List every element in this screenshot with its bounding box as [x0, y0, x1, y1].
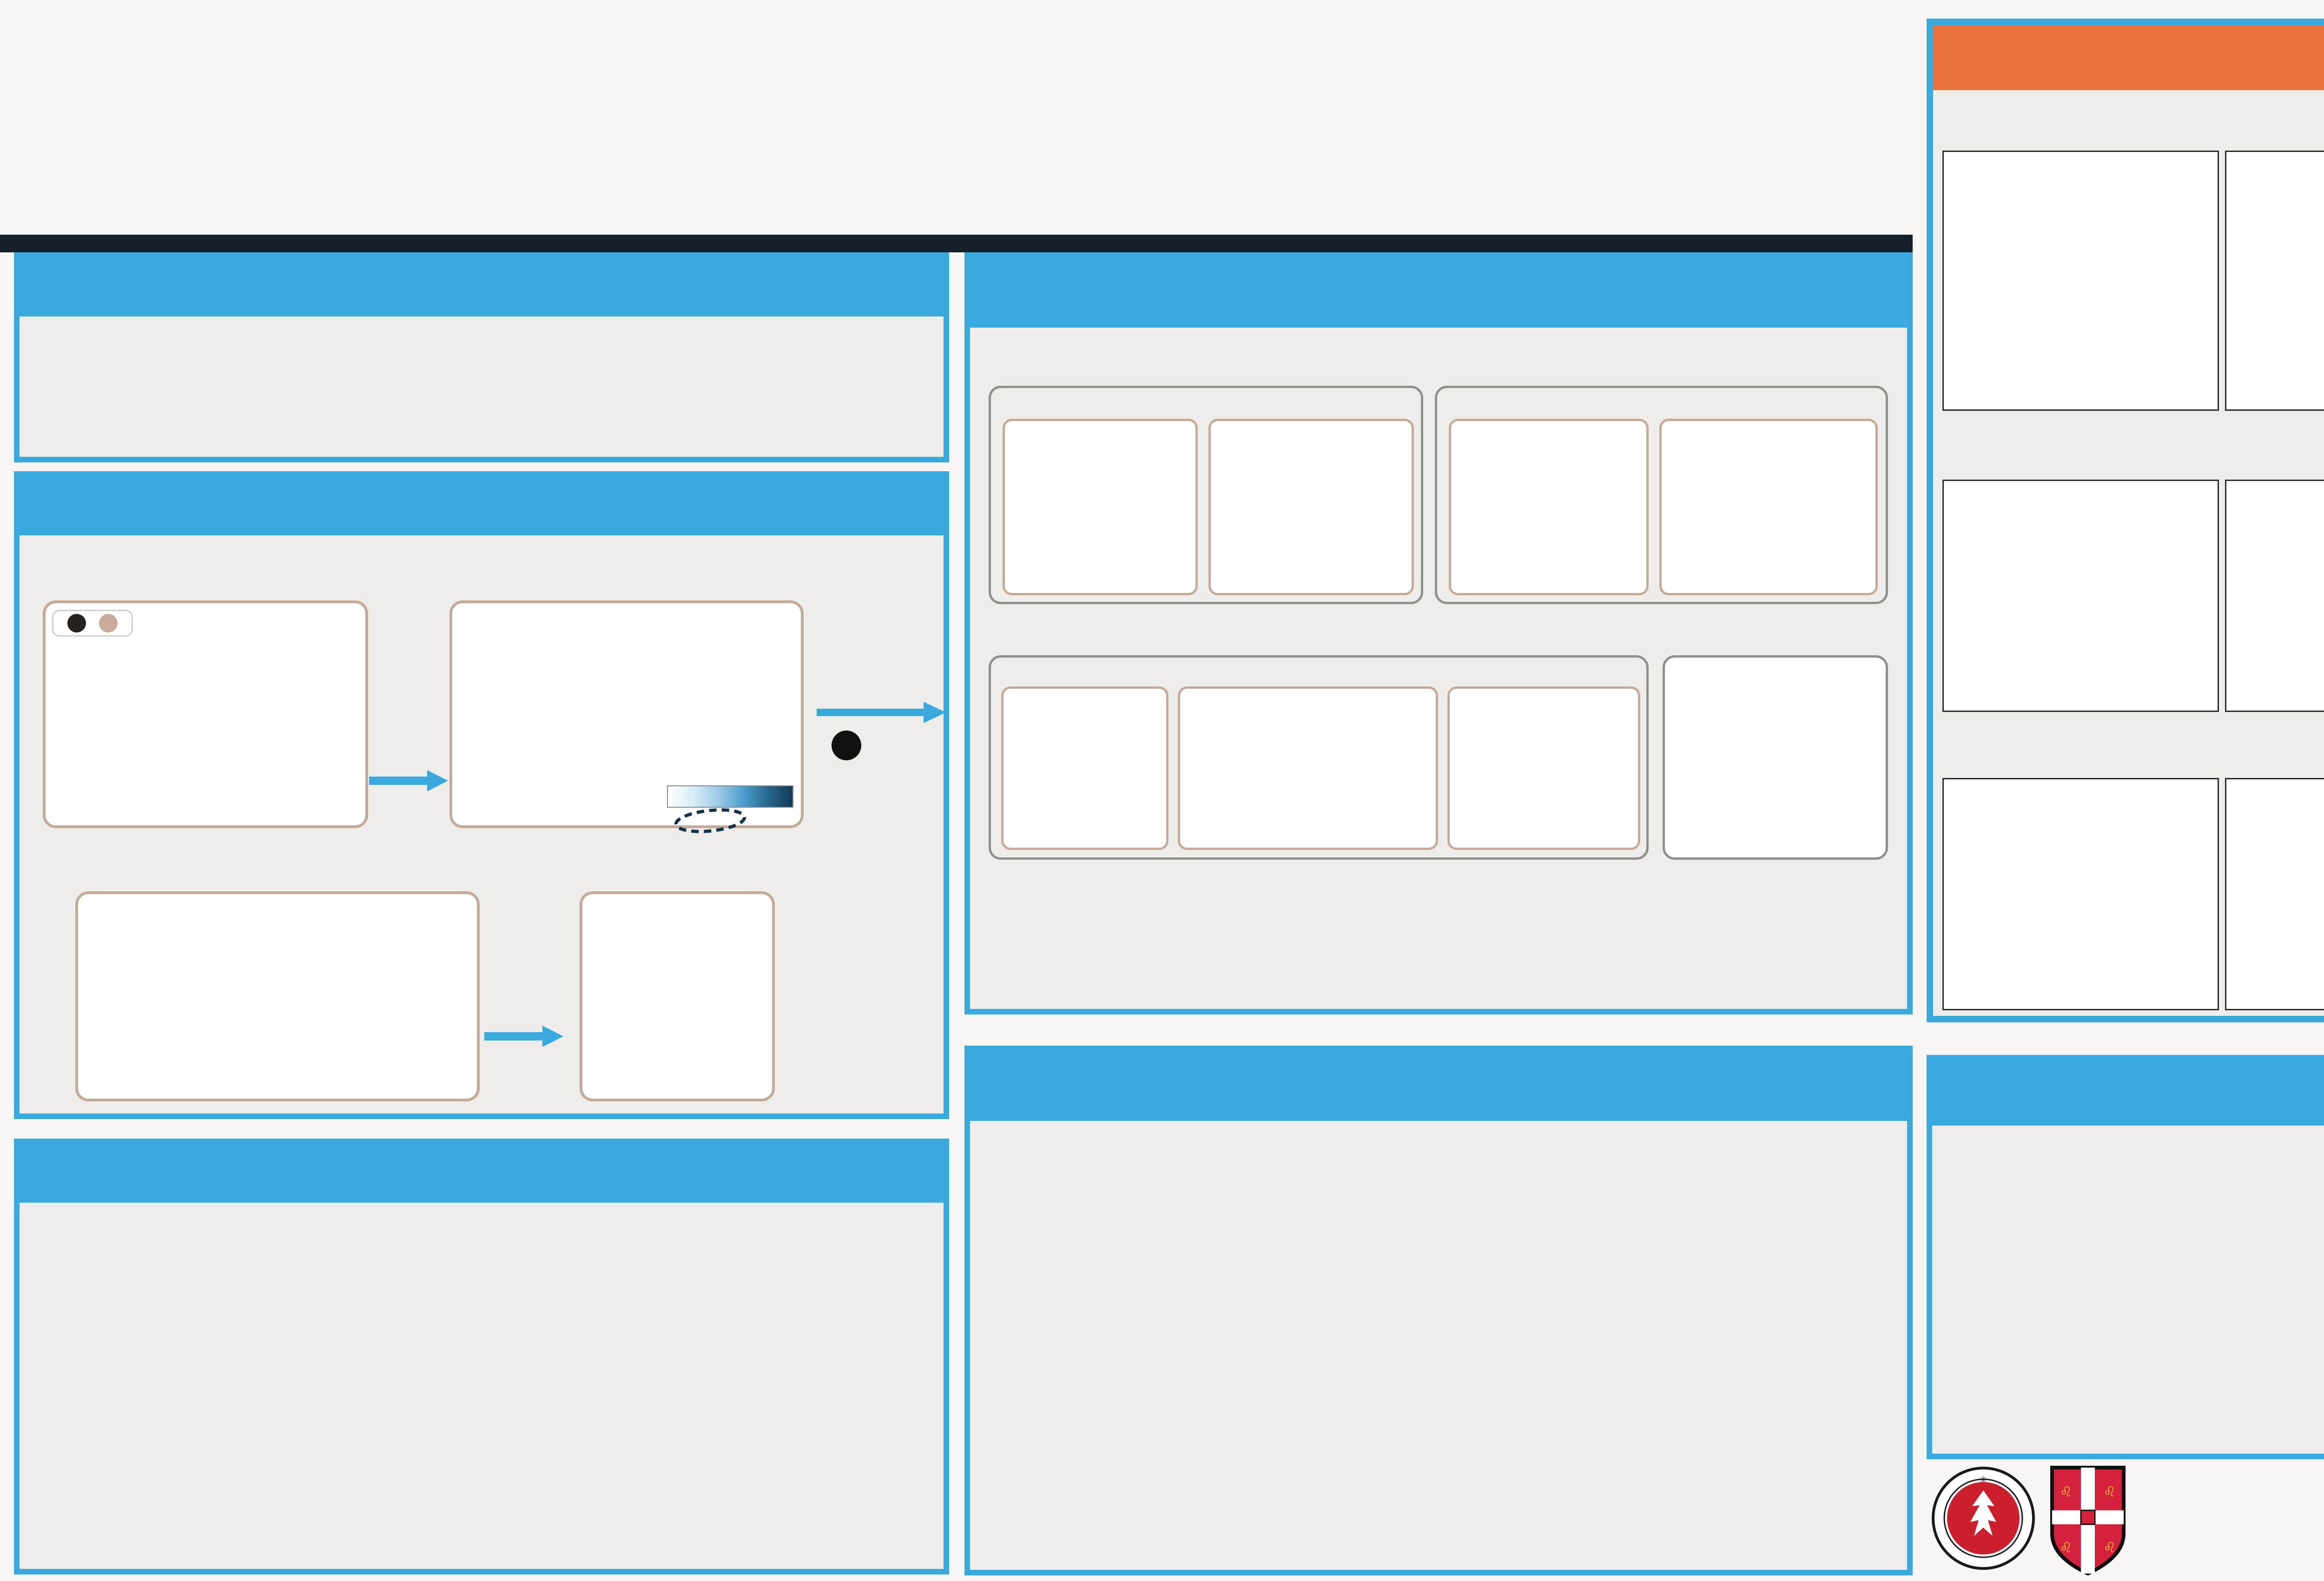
mask-application-frame — [1178, 686, 1438, 850]
explanability-selection-box — [1435, 386, 1888, 604]
label-0-dot-icon — [99, 614, 118, 632]
panel-intuition-title — [20, 477, 944, 535]
explanation-d-figure — [615, 964, 745, 1094]
explanation-d-box — [580, 891, 775, 1101]
dropprob-table-frame — [1659, 419, 1878, 595]
labels-chip — [52, 610, 133, 637]
training-arrow-icon — [369, 770, 448, 791]
svg-text:♌: ♌ — [2104, 1484, 2116, 1500]
explanation-graph-b — [577, 657, 675, 781]
algorithm-code — [970, 1121, 1907, 1149]
drop-arrow-icon — [817, 702, 946, 723]
panel-background — [14, 1139, 949, 1574]
svg-text:♌: ♌ — [2060, 1540, 2073, 1556]
panel-nutshell-title — [970, 258, 1907, 328]
panel-algorithm — [964, 1046, 1913, 1575]
threshold-table-frame — [1208, 419, 1414, 595]
panel-results — [1927, 19, 2324, 1022]
chart-rq2-cora — [1942, 480, 2219, 712]
results-body — [1933, 90, 2324, 1016]
intuition-d-label — [554, 856, 561, 885]
panel-guided-dropping — [14, 252, 949, 462]
intuition-body — [20, 535, 946, 1113]
input-graph-figure — [51, 646, 358, 818]
panel-results-title — [1933, 25, 2324, 90]
nutshell-a-label — [998, 350, 1019, 379]
chart-rq3-cora — [1942, 778, 2219, 1010]
original-graph-figure — [1009, 425, 1192, 589]
nutshell-legend-items — [1665, 658, 1886, 673]
background-entries — [20, 1203, 944, 1221]
svg-text:♌: ♌ — [2104, 1540, 2116, 1556]
drop-node-row — [821, 731, 861, 760]
chart-rq1-citeseer — [2225, 151, 2324, 411]
candidate-graph-frame — [1449, 419, 1649, 595]
hard-explanation-icon — [674, 808, 746, 833]
candidate-graph-figure — [1455, 425, 1643, 589]
nutshell-body — [970, 328, 1907, 1009]
resulting-graph-figure — [1454, 692, 1633, 844]
mask-application-figure — [1185, 692, 1431, 844]
panel-background-title — [20, 1144, 944, 1203]
takehome-items — [1932, 1126, 2324, 1143]
label-1-dot-icon — [67, 614, 86, 632]
original-graph-frame — [1003, 419, 1198, 595]
explanations-box — [449, 600, 804, 833]
mask-table-frame — [1001, 686, 1169, 850]
svg-text:✳: ✳ — [1980, 1475, 1987, 1485]
confidence-selection-box — [989, 386, 1423, 604]
intuition-c-label — [80, 856, 108, 885]
drop-node-badge — [832, 731, 861, 760]
chart-rq1-cora — [1942, 151, 2219, 411]
university-of-cambridge-logo-icon: ♌ ♌ ♌ ♌ — [2050, 1466, 2126, 1575]
panel-takehome-title — [1932, 1061, 2324, 1126]
intuition-a-label — [47, 561, 75, 590]
modified-graph-figure — [86, 902, 468, 1089]
panel-nutshell — [964, 252, 1913, 1014]
panel-algorithm-title — [970, 1051, 1907, 1121]
explanation-graph-a — [462, 663, 555, 779]
modified-graph-box — [75, 891, 480, 1101]
panel-guided-dropping-title — [20, 258, 944, 316]
intuition-b-label — [461, 561, 489, 590]
chart-rq3-citeseer — [2225, 778, 2324, 1010]
input-graph-box — [43, 600, 368, 828]
svg-text:♌: ♌ — [2060, 1484, 2073, 1500]
panel-takehome — [1927, 1055, 2324, 1459]
nutshell-b-label — [1451, 350, 1465, 379]
header-divider — [0, 235, 1913, 252]
chart-rq2-citeseer — [2225, 480, 2324, 712]
training-arrow-2-icon — [484, 1026, 563, 1047]
importance-gradient-icon — [667, 785, 793, 808]
dropping-phase-box — [989, 655, 1649, 860]
explanation-graph-c — [690, 663, 792, 779]
logos-strip: ✳ ♌ ♌ ♌ ♌ — [1927, 1464, 2324, 1580]
university-of-trento-logo-icon: ✳ — [1932, 1467, 2035, 1570]
nutshell-legend-box — [1663, 655, 1888, 860]
panel-intuition — [14, 471, 949, 1119]
resulting-graph-frame — [1447, 686, 1640, 850]
